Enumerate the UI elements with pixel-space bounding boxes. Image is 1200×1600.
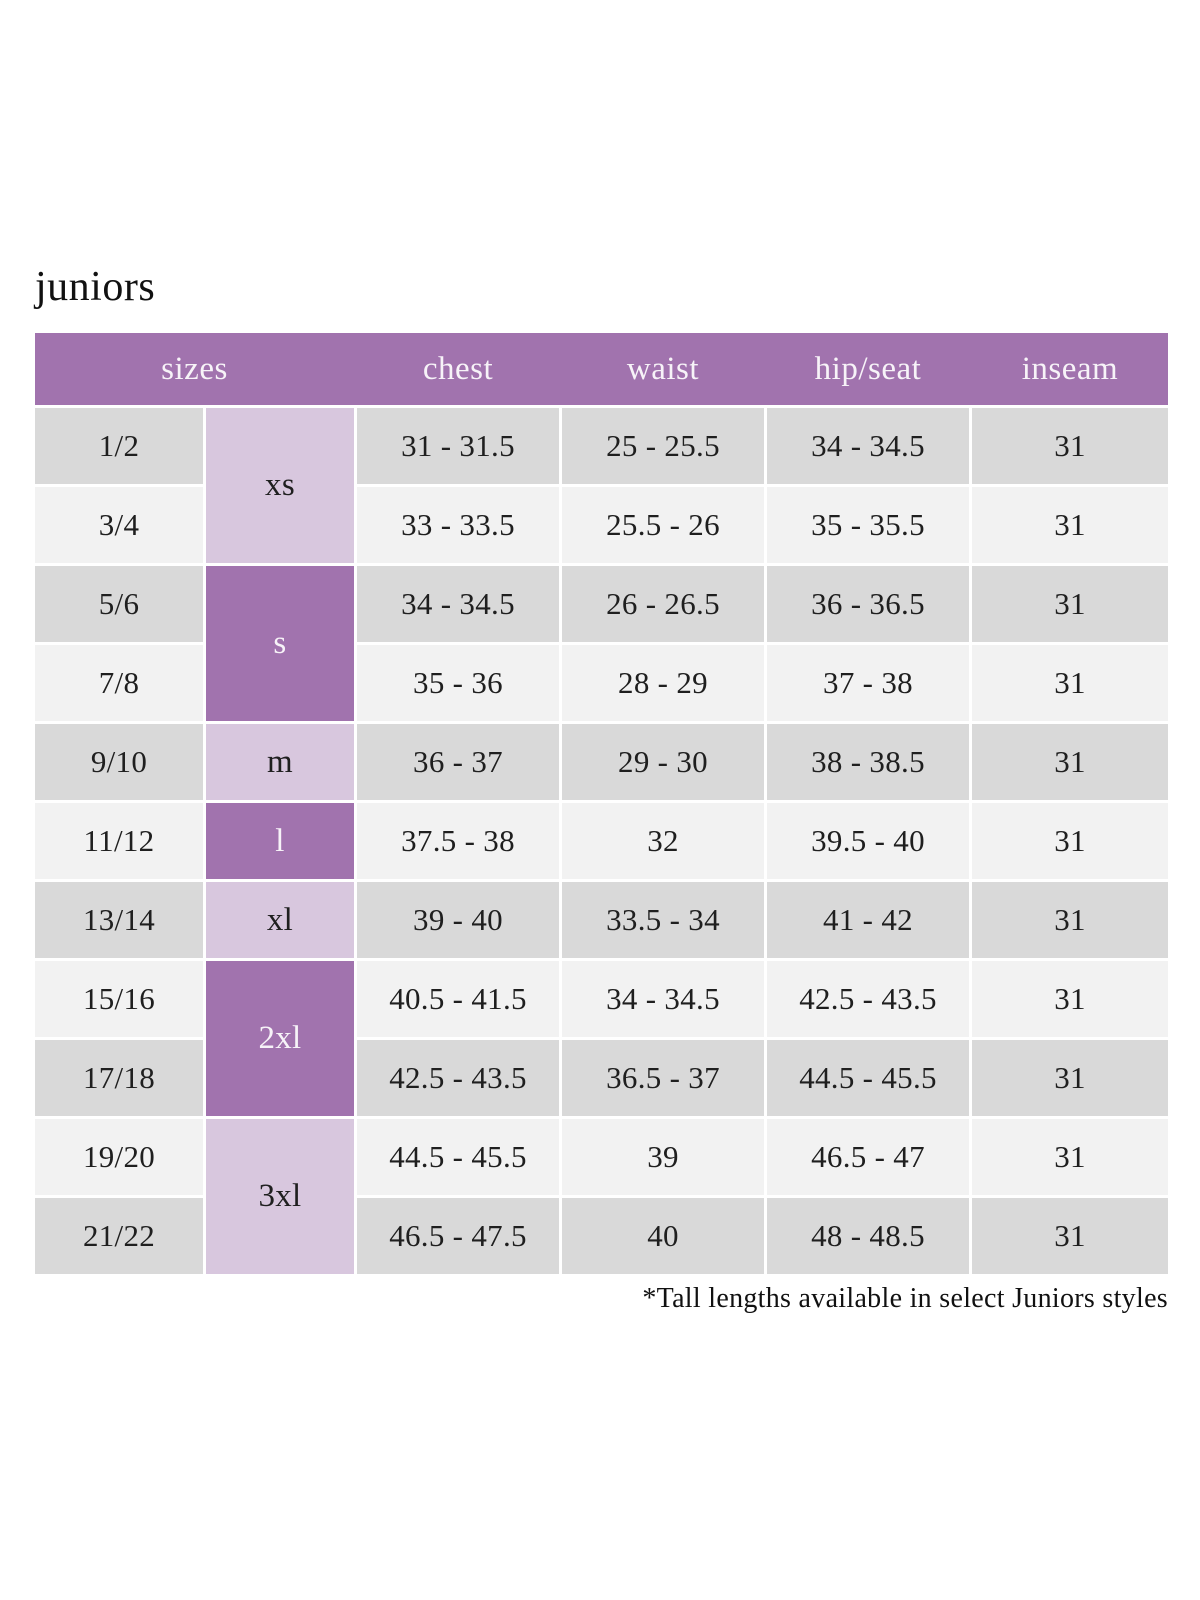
chest-cell: 42.5 - 43.5 [357,1040,559,1116]
numeric-size-cell: 7/8 [35,645,203,721]
inseam-cell: 31 [972,961,1168,1037]
inseam-cell: 31 [972,882,1168,958]
numeric-size-cell: 17/18 [35,1040,203,1116]
hip-seat-cell: 41 - 42 [767,882,969,958]
waist-cell: 26 - 26.5 [562,566,764,642]
waist-cell: 25 - 25.5 [562,408,764,484]
letter-size-cell-s: s [206,566,354,721]
header-cell-inseam: inseam [1021,350,1119,387]
numeric-size-cell: 3/4 [35,487,203,563]
hip-seat-cell: 35 - 35.5 [767,487,969,563]
numeric-size-cell: 1/2 [35,408,203,484]
inseam-cell: 31 [972,566,1168,642]
hip-seat-cell: 46.5 - 47 [767,1119,969,1195]
numeric-size-cell: 5/6 [35,566,203,642]
hip-seat-cell: 48 - 48.5 [767,1198,969,1274]
inseam-cell: 31 [972,1119,1168,1195]
inseam-cell: 31 [972,645,1168,721]
header-cell-hip-seat: hip/seat [814,350,922,387]
hip-seat-cell: 44.5 - 45.5 [767,1040,969,1116]
inseam-cell: 31 [972,408,1168,484]
tall-lengths-footnote: *Tall lengths available in select Junior… [642,1283,1168,1314]
letter-size-cell-l: l [206,803,354,879]
waist-cell: 34 - 34.5 [562,961,764,1037]
numeric-size-cell: 13/14 [35,882,203,958]
waist-cell: 36.5 - 37 [562,1040,764,1116]
letter-size-cell-m: m [206,724,354,800]
numeric-size-cell: 19/20 [35,1119,203,1195]
header-cell-sizes: sizes [161,350,228,387]
chest-cell: 44.5 - 45.5 [357,1119,559,1195]
chest-cell: 40.5 - 41.5 [357,961,559,1037]
table-header-row: sizes chest waist hip/seat inseam [35,333,1168,405]
chest-cell: 31 - 31.5 [357,408,559,484]
letter-size-cell-3xl: 3xl [206,1119,354,1274]
header-cell-chest: chest [422,350,494,387]
inseam-cell: 31 [972,1040,1168,1116]
waist-cell: 32 [562,803,764,879]
inseam-cell: 31 [972,487,1168,563]
chest-cell: 34 - 34.5 [357,566,559,642]
inseam-cell: 31 [972,803,1168,879]
hip-seat-cell: 42.5 - 43.5 [767,961,969,1037]
page-title: juniors [35,264,156,310]
chest-cell: 46.5 - 47.5 [357,1198,559,1274]
numeric-size-cell: 15/16 [35,961,203,1037]
header-cell-waist: waist [626,350,700,387]
numeric-size-cell: 21/22 [35,1198,203,1274]
hip-seat-cell: 36 - 36.5 [767,566,969,642]
chest-cell: 33 - 33.5 [357,487,559,563]
hip-seat-cell: 34 - 34.5 [767,408,969,484]
waist-cell: 29 - 30 [562,724,764,800]
numeric-size-cell: 11/12 [35,803,203,879]
chest-cell: 39 - 40 [357,882,559,958]
letter-size-cell-2xl: 2xl [206,961,354,1116]
waist-cell: 25.5 - 26 [562,487,764,563]
inseam-cell: 31 [972,1198,1168,1274]
chest-cell: 35 - 36 [357,645,559,721]
waist-cell: 40 [562,1198,764,1274]
waist-cell: 28 - 29 [562,645,764,721]
waist-cell: 39 [562,1119,764,1195]
hip-seat-cell: 39.5 - 40 [767,803,969,879]
numeric-size-cell: 9/10 [35,724,203,800]
chest-cell: 37.5 - 38 [357,803,559,879]
letter-size-cell-xl: xl [206,882,354,958]
letter-size-cell-xs: xs [206,408,354,563]
inseam-cell: 31 [972,724,1168,800]
hip-seat-cell: 37 - 38 [767,645,969,721]
chest-cell: 36 - 37 [357,724,559,800]
waist-cell: 33.5 - 34 [562,882,764,958]
size-chart-table: sizes chest waist hip/seat inseam xs s m… [35,333,1168,1274]
hip-seat-cell: 38 - 38.5 [767,724,969,800]
